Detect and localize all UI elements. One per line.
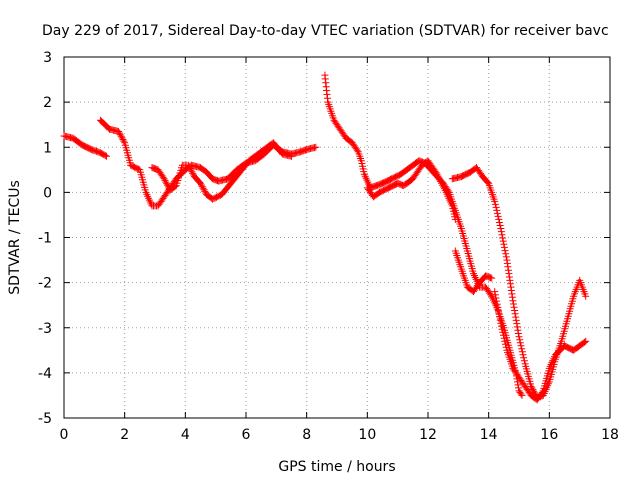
x-tick-label: 18 xyxy=(601,427,619,443)
x-tick-label: 14 xyxy=(480,427,498,443)
series-track-c xyxy=(148,139,295,203)
data-point-markers xyxy=(321,71,526,399)
y-axis-label: SDTVAR / TECUs xyxy=(7,180,23,295)
data-point-markers xyxy=(363,157,459,223)
data-point-markers xyxy=(491,288,590,404)
x-tick-label: 4 xyxy=(181,427,190,443)
x-tick-label: 2 xyxy=(120,427,129,443)
y-tick-label: 1 xyxy=(43,140,52,156)
x-axis-label: GPS time / hours xyxy=(278,459,395,475)
x-tick-label: 6 xyxy=(242,427,251,443)
x-tick-label: 10 xyxy=(358,427,376,443)
x-tick-label: 8 xyxy=(302,427,311,443)
y-tick-label: -3 xyxy=(38,321,52,337)
series-track-a xyxy=(60,132,110,160)
series-track-g xyxy=(451,247,496,296)
x-tick-label: 16 xyxy=(540,427,558,443)
series-track-d xyxy=(321,71,526,399)
x-tick-label: 0 xyxy=(60,427,69,443)
series-track-e xyxy=(363,157,459,223)
y-tick-label: 3 xyxy=(43,50,52,66)
chart-title: Day 229 of 2017, Sidereal Day-to-day VTE… xyxy=(42,23,609,39)
y-tick-label: -1 xyxy=(38,231,52,247)
data-point-markers xyxy=(60,132,110,160)
x-axis-ticks: 0 2 4 6 8 10 12 14 16 18 xyxy=(60,57,619,443)
x-tick-label: 12 xyxy=(419,427,437,443)
series-track-h xyxy=(491,288,590,404)
data-point-markers xyxy=(148,139,295,203)
y-tick-label: 2 xyxy=(43,95,52,111)
y-axis-ticks: -5 -4 -3 -2 -1 0 1 2 3 xyxy=(38,50,610,427)
data-series xyxy=(60,71,590,404)
y-tick-label: 0 xyxy=(43,185,52,201)
y-tick-label: -5 xyxy=(38,411,52,427)
grid-lines xyxy=(64,57,610,418)
y-tick-label: -2 xyxy=(38,276,52,292)
y-tick-label: -4 xyxy=(38,366,52,382)
data-point-markers xyxy=(451,247,496,296)
